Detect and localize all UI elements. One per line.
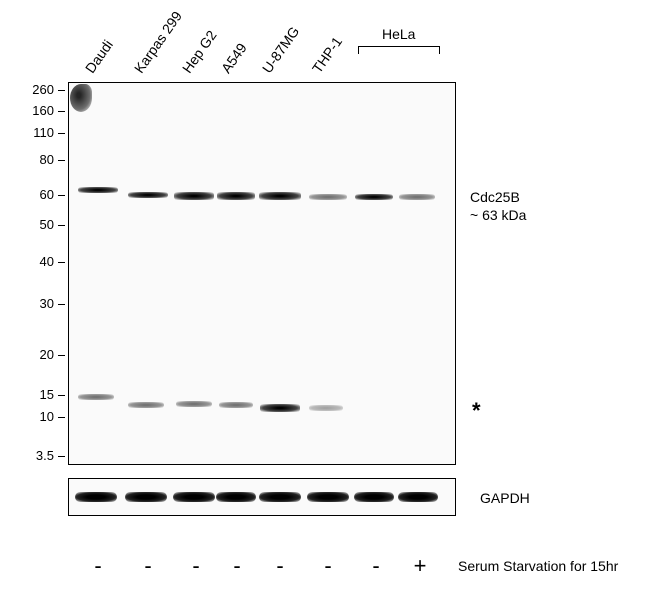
mw-marker: 15 — [14, 387, 54, 402]
band — [259, 192, 301, 200]
band — [78, 187, 118, 193]
gapdh-band — [354, 492, 394, 502]
blot-smudge — [70, 84, 92, 112]
band — [309, 405, 343, 411]
mw-marker: 260 — [14, 82, 54, 97]
mw-marker: 3.5 — [14, 448, 54, 463]
gapdh-band — [216, 492, 256, 502]
mw-marker: 40 — [14, 254, 54, 269]
lane-label: Daudi — [82, 37, 116, 76]
hela-bracket — [358, 46, 440, 54]
gapdh-band — [307, 492, 349, 502]
band — [355, 194, 393, 200]
band — [309, 194, 347, 200]
cdc25b-label: Cdc25B — [470, 189, 520, 205]
band — [260, 404, 300, 412]
lane-label: U-87MG — [259, 23, 302, 76]
mw-tick — [58, 225, 65, 226]
treatment-mark: - — [318, 553, 338, 579]
gapdh-band — [125, 492, 167, 502]
treatment-mark: - — [270, 553, 290, 579]
gapdh-band — [398, 492, 438, 502]
lane-label: Hep G2 — [179, 27, 220, 76]
cdc25b-mw-label: ~ 63 kDa — [470, 207, 526, 223]
mw-marker: 50 — [14, 217, 54, 232]
treatment-mark: - — [227, 553, 247, 579]
mw-marker: 10 — [14, 409, 54, 424]
band — [78, 394, 114, 400]
mw-tick — [58, 395, 65, 396]
gapdh-label: GAPDH — [480, 490, 530, 506]
treatment-mark: - — [138, 553, 158, 579]
band — [128, 192, 168, 198]
starvation-label: Serum Starvation for 15hr — [458, 558, 618, 574]
mw-marker: 60 — [14, 187, 54, 202]
asterisk-label: * — [472, 398, 481, 424]
mw-tick — [58, 195, 65, 196]
mw-marker: 160 — [14, 103, 54, 118]
mw-marker: 20 — [14, 347, 54, 362]
lane-label: THP-1 — [309, 34, 345, 76]
mw-tick — [58, 417, 65, 418]
band — [128, 402, 164, 408]
band — [217, 192, 255, 200]
band — [174, 192, 214, 200]
gapdh-band — [259, 492, 301, 502]
hela-label: HeLa — [382, 26, 415, 42]
mw-marker: 30 — [14, 296, 54, 311]
lane-label: Karpas 299 — [131, 8, 185, 76]
mw-marker: 110 — [14, 125, 54, 140]
mw-tick — [58, 355, 65, 356]
treatment-mark: - — [186, 553, 206, 579]
mw-tick — [58, 304, 65, 305]
gapdh-band — [173, 492, 215, 502]
mw-tick — [58, 262, 65, 263]
figure-root: Daudi Karpas 299 Hep G2 A549 U-87MG THP-… — [0, 0, 650, 609]
lane-label: A549 — [218, 40, 250, 76]
band — [219, 402, 253, 408]
gapdh-band — [75, 492, 117, 502]
mw-marker: 80 — [14, 152, 54, 167]
band — [399, 194, 435, 200]
treatment-mark: + — [410, 553, 430, 579]
band — [176, 401, 212, 407]
mw-tick — [58, 90, 65, 91]
mw-tick — [58, 456, 65, 457]
mw-tick — [58, 111, 65, 112]
treatment-mark: - — [88, 553, 108, 579]
mw-tick — [58, 133, 65, 134]
treatment-mark: - — [366, 553, 386, 579]
mw-tick — [58, 160, 65, 161]
